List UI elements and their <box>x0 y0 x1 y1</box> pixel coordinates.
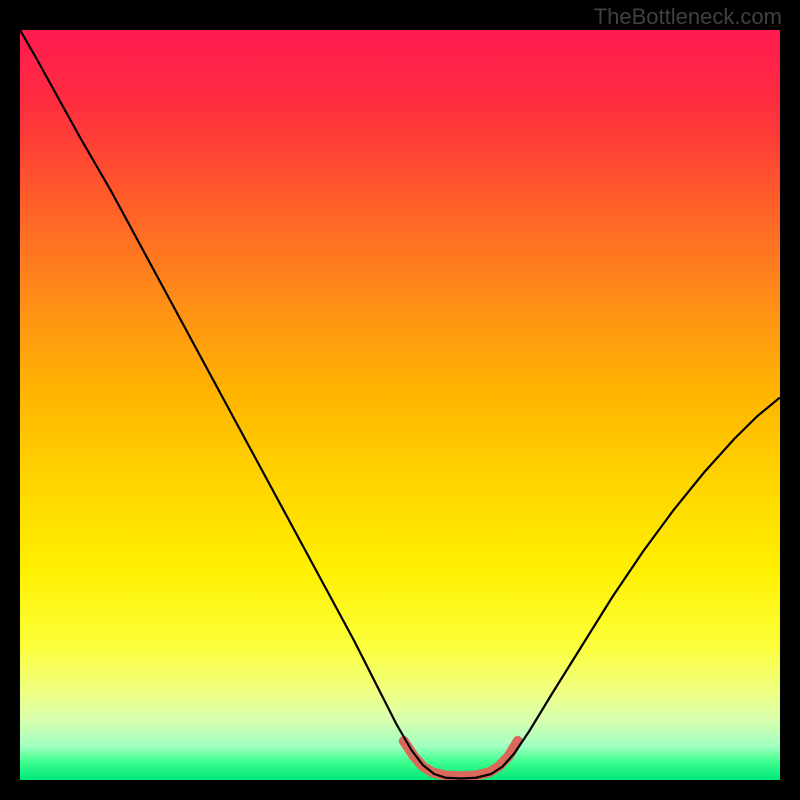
chart-background <box>20 30 780 780</box>
bottleneck-chart <box>20 30 780 780</box>
watermark-text: TheBottleneck.com <box>594 4 782 30</box>
chart-svg <box>20 30 780 780</box>
